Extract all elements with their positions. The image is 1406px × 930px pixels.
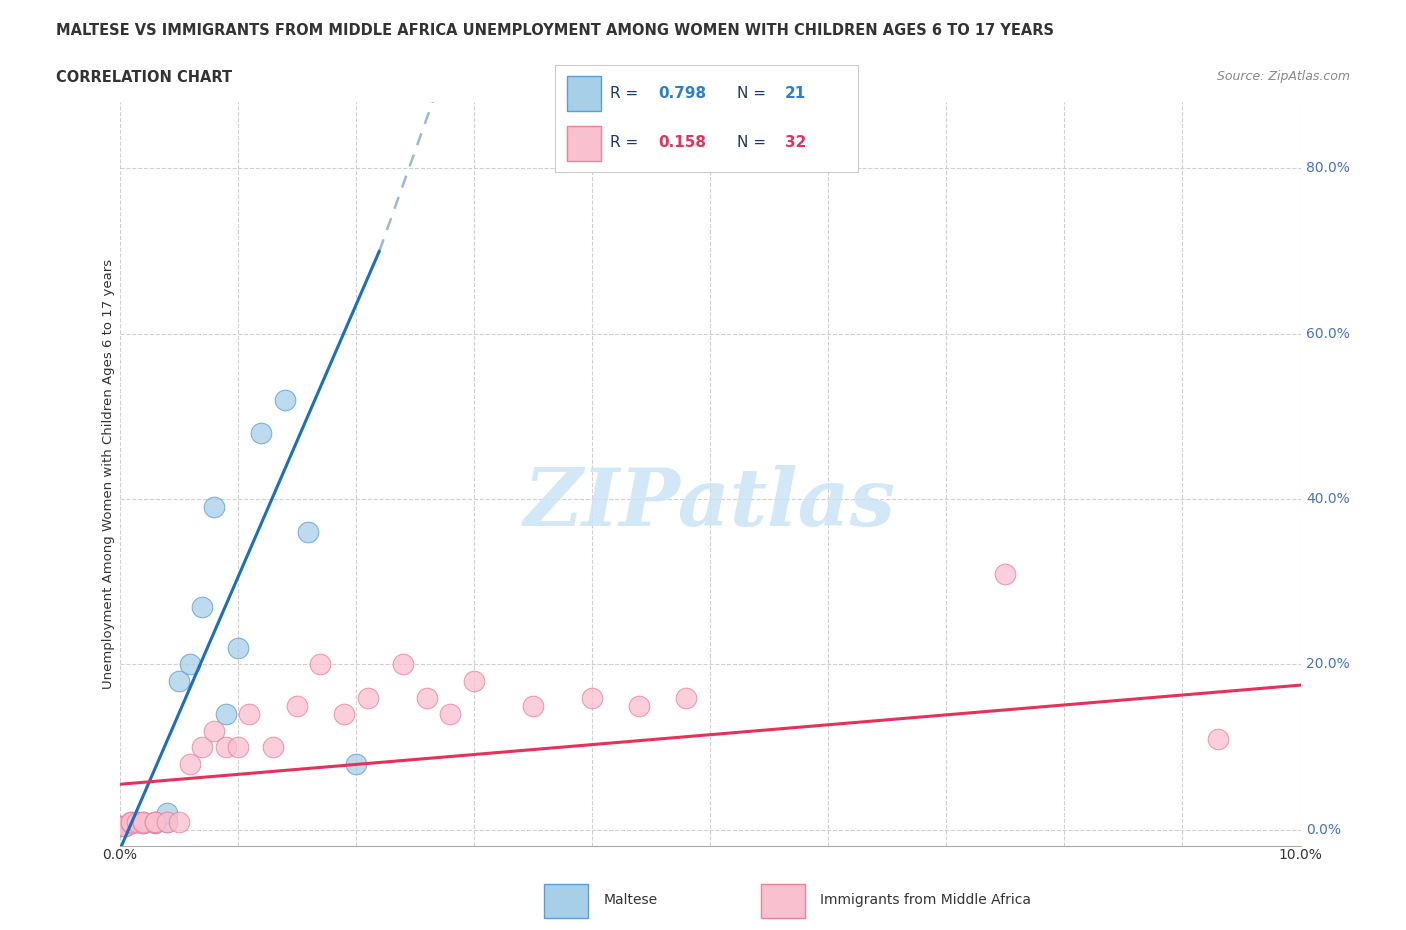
Point [120, 816, 142, 830]
Point [675, 690, 697, 705]
Point [132, 814, 155, 829]
Point [215, 739, 238, 754]
Point [226, 641, 249, 656]
Point [285, 698, 308, 713]
Point [156, 814, 179, 829]
Point [132, 814, 155, 829]
Point [143, 816, 166, 830]
Text: 0.798: 0.798 [658, 86, 706, 101]
Point [262, 739, 284, 754]
Point [143, 814, 166, 829]
Point [156, 805, 179, 820]
Text: R =: R = [610, 86, 643, 101]
Point [127, 814, 149, 829]
Point [356, 690, 378, 705]
Point [628, 698, 651, 713]
Point [274, 392, 297, 407]
Text: MALTESE VS IMMIGRANTS FROM MIDDLE AFRICA UNEMPLOYMENT AMONG WOMEN WITH CHILDREN : MALTESE VS IMMIGRANTS FROM MIDDLE AFRICA… [56, 23, 1054, 38]
Point [120, 814, 142, 829]
Point [167, 673, 190, 688]
Point [463, 673, 485, 688]
Point [191, 599, 214, 614]
Point [994, 566, 1017, 581]
Text: 32: 32 [785, 135, 807, 150]
Point [114, 818, 136, 833]
Point [250, 426, 273, 441]
Text: 40.0%: 40.0% [1306, 492, 1350, 506]
Point [309, 657, 332, 671]
Point [202, 500, 225, 515]
Point [392, 657, 415, 671]
Text: 80.0%: 80.0% [1306, 162, 1350, 176]
Text: 60.0%: 60.0% [1306, 326, 1350, 340]
Text: Immigrants from Middle Africa: Immigrants from Middle Africa [820, 893, 1031, 907]
Point [179, 657, 201, 671]
Point [202, 724, 225, 738]
Point [108, 818, 131, 833]
Point [344, 756, 367, 771]
Text: R =: R = [610, 135, 643, 150]
Point [191, 739, 214, 754]
Point [132, 816, 155, 830]
Text: 0.158: 0.158 [658, 135, 706, 150]
Point [167, 814, 190, 829]
FancyBboxPatch shape [568, 126, 600, 162]
Y-axis label: Unemployment Among Women with Children Ages 6 to 17 years: Unemployment Among Women with Children A… [101, 259, 115, 689]
Text: 0.0%: 0.0% [1306, 823, 1341, 837]
Point [581, 690, 603, 705]
Point [120, 816, 142, 830]
Text: N =: N = [737, 86, 770, 101]
Point [179, 756, 201, 771]
Text: ZIPatlas: ZIPatlas [524, 465, 896, 543]
Text: CORRELATION CHART: CORRELATION CHART [56, 70, 232, 85]
Point [156, 814, 179, 829]
Point [226, 739, 249, 754]
Point [120, 814, 142, 829]
FancyBboxPatch shape [544, 884, 588, 918]
Point [297, 525, 319, 539]
Text: 0.0%: 0.0% [103, 848, 136, 862]
Point [143, 814, 166, 829]
FancyBboxPatch shape [761, 884, 804, 918]
Point [439, 707, 461, 722]
Point [132, 816, 155, 830]
Point [114, 818, 136, 833]
Point [333, 707, 356, 722]
Point [238, 707, 260, 722]
Point [127, 814, 149, 829]
Point [215, 707, 238, 722]
Point [415, 690, 437, 705]
Point [108, 818, 131, 833]
Text: 20.0%: 20.0% [1306, 658, 1350, 671]
FancyBboxPatch shape [568, 76, 600, 111]
Text: 10.0%: 10.0% [1278, 848, 1323, 862]
Text: 21: 21 [785, 86, 807, 101]
Point [143, 814, 166, 829]
Text: N =: N = [737, 135, 770, 150]
Text: Source: ZipAtlas.com: Source: ZipAtlas.com [1216, 70, 1350, 83]
Point [1206, 731, 1229, 746]
Text: Maltese: Maltese [603, 893, 657, 907]
Point [522, 698, 544, 713]
